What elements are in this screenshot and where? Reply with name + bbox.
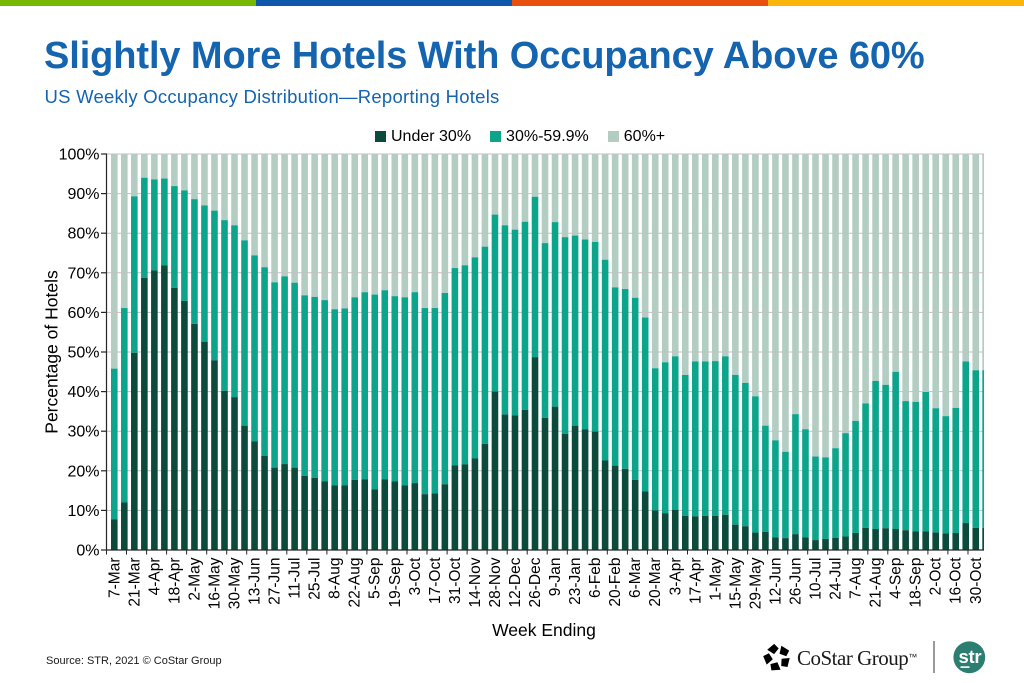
svg-text:21-Mar: 21-Mar <box>126 558 143 607</box>
svg-text:80%: 80% <box>67 226 99 243</box>
svg-text:100%: 100% <box>59 147 100 164</box>
svg-text:13-Jun: 13-Jun <box>247 558 264 605</box>
svg-text:20%: 20% <box>67 463 99 480</box>
svg-text:4-Apr: 4-Apr <box>146 558 163 596</box>
svg-text:1-May: 1-May <box>707 557 724 600</box>
svg-text:16-May: 16-May <box>207 557 224 609</box>
svg-text:Week Ending: Week Ending <box>492 620 596 640</box>
svg-text:30%: 30% <box>67 424 99 441</box>
svg-text:17-Apr: 17-Apr <box>687 558 704 605</box>
svg-text:7-Aug: 7-Aug <box>848 558 865 599</box>
svg-text:70%: 70% <box>67 265 99 282</box>
svg-text:21-Aug: 21-Aug <box>868 558 885 608</box>
svg-text:0%: 0% <box>76 543 99 560</box>
svg-text:5-Sep: 5-Sep <box>367 558 384 599</box>
svg-text:22-Aug: 22-Aug <box>347 558 364 608</box>
svg-text:60%: 60% <box>67 305 99 322</box>
svg-text:4-Sep: 4-Sep <box>888 558 905 599</box>
svg-text:90%: 90% <box>67 186 99 203</box>
svg-text:str: str <box>959 646 982 667</box>
svg-text:20-Mar: 20-Mar <box>647 558 664 607</box>
svg-text:9-Jan: 9-Jan <box>547 558 564 597</box>
svg-text:23-Jan: 23-Jan <box>567 558 584 605</box>
svg-text:29-May: 29-May <box>747 557 764 609</box>
svg-text:Percentage of Hotels: Percentage of Hotels <box>42 270 62 434</box>
svg-text:26-Dec: 26-Dec <box>527 557 544 607</box>
svg-text:30-Oct: 30-Oct <box>968 557 985 604</box>
svg-text:50%: 50% <box>67 345 99 362</box>
svg-text:3-Apr: 3-Apr <box>667 558 684 596</box>
svg-text:28-Nov: 28-Nov <box>487 557 504 607</box>
svg-text:31-Oct: 31-Oct <box>447 557 464 604</box>
svg-text:12-Jun: 12-Jun <box>767 558 784 605</box>
svg-text:10%: 10% <box>67 503 99 520</box>
svg-text:6-Feb: 6-Feb <box>587 558 604 599</box>
svg-text:12-Dec: 12-Dec <box>507 557 524 607</box>
svg-text:17-Oct: 17-Oct <box>427 557 444 604</box>
svg-text:11-Jul: 11-Jul <box>287 558 304 599</box>
svg-text:26-Jun: 26-Jun <box>788 558 805 605</box>
svg-text:8-Aug: 8-Aug <box>327 558 344 599</box>
svg-text:2-Oct: 2-Oct <box>928 557 945 596</box>
svg-text:2-May: 2-May <box>186 557 203 600</box>
svg-text:18-Apr: 18-Apr <box>166 558 183 605</box>
svg-text:16-Oct: 16-Oct <box>948 557 965 604</box>
svg-text:24-Jul: 24-Jul <box>828 558 845 600</box>
svg-text:14-Nov: 14-Nov <box>467 557 484 607</box>
svg-text:7-Mar: 7-Mar <box>106 558 123 598</box>
svg-text:40%: 40% <box>67 384 99 401</box>
svg-text:19-Sep: 19-Sep <box>387 558 404 608</box>
svg-text:18-Sep: 18-Sep <box>908 558 925 608</box>
svg-text:20-Feb: 20-Feb <box>607 558 624 607</box>
svg-text:30-May: 30-May <box>227 557 244 609</box>
svg-text:27-Jun: 27-Jun <box>267 558 284 605</box>
svg-text:25-Jul: 25-Jul <box>307 558 324 600</box>
svg-text:10-Jul: 10-Jul <box>808 558 825 600</box>
svg-text:15-May: 15-May <box>727 557 744 609</box>
svg-text:3-Oct: 3-Oct <box>407 557 424 596</box>
svg-text:6-Mar: 6-Mar <box>627 558 644 598</box>
